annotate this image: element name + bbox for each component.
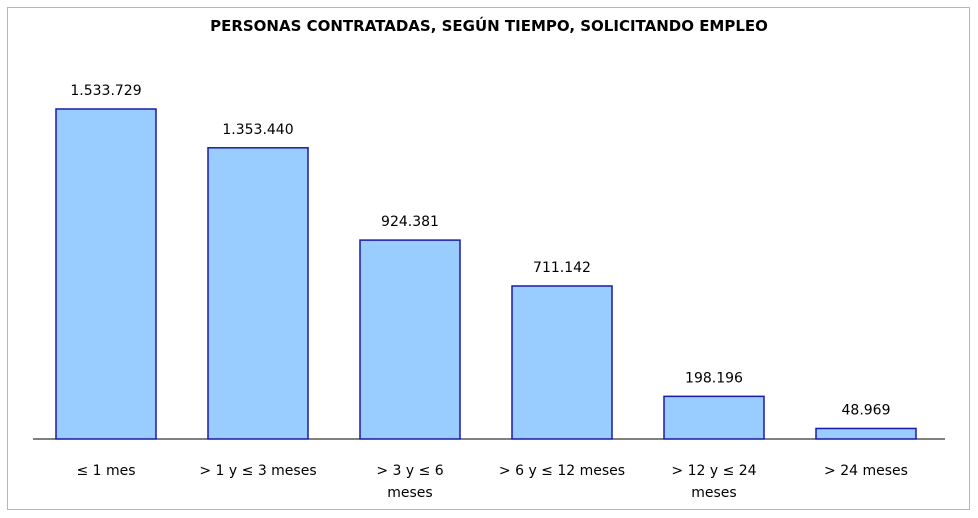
data-label: 1.533.729 (70, 83, 141, 99)
bar (663, 395, 765, 440)
data-label: 48.969 (842, 402, 891, 418)
chart-frame (7, 7, 970, 510)
x-tick-label: > 12 y ≤ 24 meses (671, 463, 757, 501)
data-label: 924.381 (381, 214, 439, 230)
bar (55, 108, 157, 440)
x-tick-label: > 1 y ≤ 3 meses (199, 463, 317, 479)
chart-title: PERSONAS CONTRATADAS, SEGÚN TIEMPO, SOLI… (210, 16, 768, 35)
x-tick-label: ≤ 1 mes (76, 463, 136, 479)
data-label: 711.142 (533, 260, 591, 276)
bar (511, 285, 613, 440)
data-label: 1.353.440 (222, 122, 293, 138)
bar (359, 239, 461, 440)
bar (207, 147, 309, 440)
x-tick-label: > 3 y ≤ 6 meses (376, 463, 444, 501)
x-tick-label: > 24 meses (824, 463, 908, 479)
data-label: 198.196 (685, 370, 743, 386)
x-tick-label: > 6 y ≤ 12 meses (498, 463, 626, 479)
bar (815, 427, 917, 440)
